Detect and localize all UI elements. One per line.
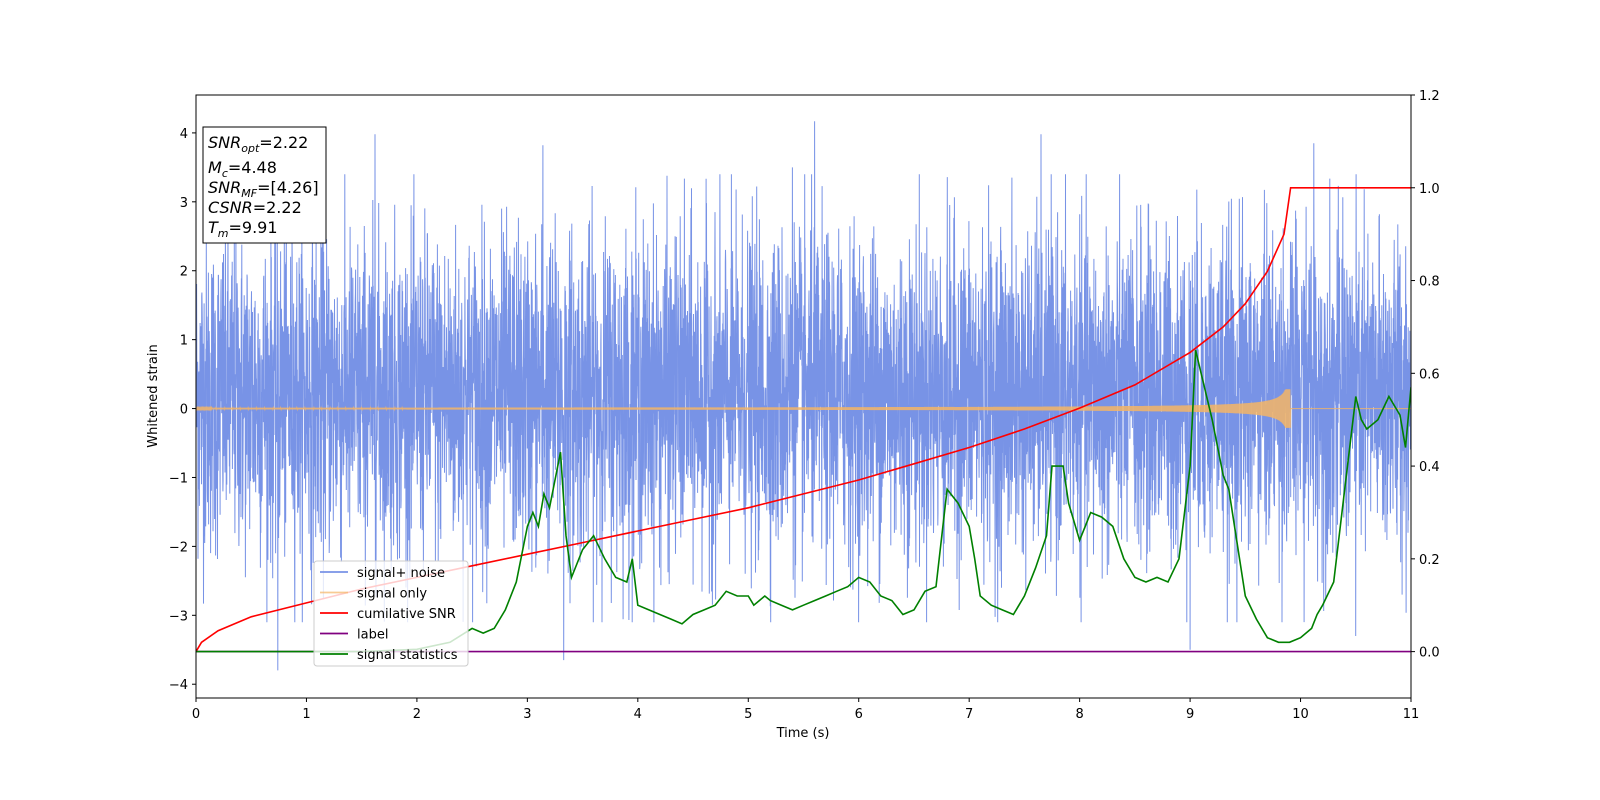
y2-tick-label: 0.8 (1419, 275, 1440, 290)
y-tick-label: −3 (169, 609, 188, 624)
info-mc-label: M (208, 158, 222, 177)
info-snr-mf: SNRMF=[4.26] (208, 178, 319, 200)
x-tick-label: 7 (965, 707, 973, 722)
info-mc-value: =4.48 (228, 158, 277, 177)
info-tm-sub: m (218, 227, 229, 240)
info-csnr-label: CSNR (208, 198, 253, 217)
y2-tick-label: 0.0 (1419, 646, 1440, 661)
y-tick-label: 2 (180, 265, 188, 280)
info-box: SNRopt=2.22 Mc=4.48 SNRMF=[4.26] CSNR=2.… (202, 126, 327, 244)
series-signal-only (196, 389, 1411, 428)
y2-tick-label: 0.2 (1419, 553, 1440, 568)
x-tick-label: 8 (1075, 707, 1083, 722)
x-tick-label: 5 (744, 707, 752, 722)
y-tick-label: 4 (180, 127, 188, 142)
series-signal-statistics (196, 349, 1411, 653)
x-tick-label: 0 (192, 707, 200, 722)
legend-label: signal+ noise (357, 566, 445, 581)
info-mc: Mc=4.48 (208, 158, 277, 180)
info-csnr: CSNR=2.22 (208, 198, 302, 217)
info-tm-label: T (208, 218, 219, 237)
y2-tick-label: 0.4 (1419, 460, 1440, 475)
x-tick-label: 4 (634, 707, 642, 722)
info-snr-mf-sub: MF (241, 187, 257, 200)
x-tick-label: 3 (523, 707, 531, 722)
series-signal-noise (196, 121, 1411, 671)
x-tick-label: 9 (1186, 707, 1194, 722)
info-snr-opt: SNRopt=2.22 (208, 133, 308, 155)
legend-label: signal statistics (357, 648, 458, 663)
info-tm-value: =9.91 (229, 218, 278, 237)
x-tick-label: 1 (302, 707, 310, 722)
info-mc-sub: c (222, 167, 228, 180)
info-csnr-value: =2.22 (253, 198, 302, 217)
y-axis-right: 0.0 0.2 0.4 0.6 0.8 1.0 1.2 (1411, 89, 1440, 661)
info-snr-opt-sub: opt (241, 142, 260, 155)
y-axis-left: −4 −3 −2 −1 0 1 2 3 4 (169, 127, 196, 693)
info-snr-mf-value: =[4.26] (257, 178, 319, 197)
y-tick-label: 0 (180, 403, 188, 418)
y2-tick-label: 1.2 (1419, 89, 1440, 104)
legend-frame (313, 560, 469, 667)
info-snr-opt-label: SNR (208, 133, 241, 152)
info-snr-opt-value: =2.22 (259, 133, 308, 152)
x-tick-label: 10 (1292, 707, 1309, 722)
y2-tick-label: 0.6 (1419, 367, 1440, 382)
x-tick-label: 6 (855, 707, 863, 722)
info-snr-mf-label: SNR (208, 178, 241, 197)
y-axis-label: Whitened strain (146, 344, 161, 447)
info-tm: Tm=9.91 (208, 218, 278, 240)
y-tick-label: −1 (169, 471, 188, 486)
y-tick-label: −4 (169, 678, 188, 693)
legend-items: signal+ noise signal only cumilative SNR la… (320, 566, 458, 663)
y2-tick-label: 1.0 (1419, 182, 1440, 197)
legend-label: cumilative SNR (357, 607, 456, 622)
y-tick-label: −2 (169, 540, 188, 555)
info-box-frame (202, 126, 327, 244)
legend: signal+ noise signal only cumilative SNR la… (313, 560, 469, 667)
x-axis-label: Time (s) (776, 726, 830, 741)
x-tick-label: 2 (413, 707, 421, 722)
legend-label: signal only (357, 587, 427, 602)
plot-frame (195, 94, 1412, 699)
y-tick-label: 3 (180, 196, 188, 211)
x-tick-label: 11 (1403, 707, 1420, 722)
y-tick-label: 1 (180, 334, 188, 349)
legend-label: label (357, 628, 388, 643)
x-axis: 0 1 2 3 4 5 6 7 8 9 10 11 (192, 698, 1419, 722)
